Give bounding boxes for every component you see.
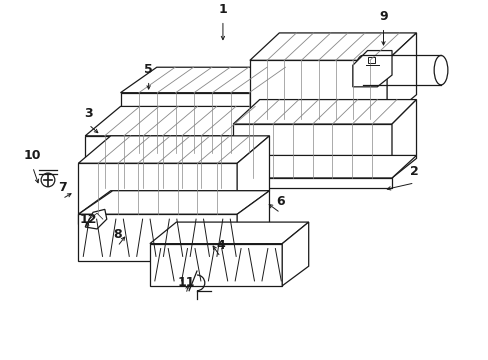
- Polygon shape: [267, 67, 303, 153]
- Polygon shape: [120, 67, 303, 93]
- Polygon shape: [240, 107, 274, 188]
- Polygon shape: [391, 100, 416, 178]
- Polygon shape: [386, 33, 416, 119]
- Polygon shape: [249, 33, 416, 60]
- Text: 8: 8: [113, 229, 122, 242]
- Text: 9: 9: [378, 10, 387, 23]
- Polygon shape: [233, 124, 391, 178]
- Text: 10: 10: [24, 149, 41, 162]
- Polygon shape: [78, 191, 269, 214]
- Polygon shape: [233, 156, 416, 178]
- Polygon shape: [237, 191, 269, 261]
- Polygon shape: [85, 107, 274, 136]
- Polygon shape: [150, 244, 282, 286]
- Text: 11: 11: [177, 276, 194, 289]
- Text: 7: 7: [58, 181, 66, 194]
- Polygon shape: [120, 93, 267, 153]
- Text: 2: 2: [409, 165, 418, 178]
- Polygon shape: [78, 191, 269, 214]
- Bar: [367, 58, 375, 63]
- Polygon shape: [282, 222, 308, 286]
- Polygon shape: [78, 136, 269, 163]
- Polygon shape: [237, 136, 269, 214]
- Text: 6: 6: [276, 195, 284, 208]
- Text: 1: 1: [218, 3, 227, 16]
- Polygon shape: [78, 214, 237, 261]
- Polygon shape: [352, 50, 391, 87]
- Polygon shape: [150, 222, 308, 244]
- Text: 3: 3: [84, 107, 93, 120]
- Text: 4: 4: [216, 239, 224, 252]
- Polygon shape: [249, 60, 386, 119]
- Polygon shape: [78, 214, 237, 224]
- Polygon shape: [233, 100, 416, 124]
- Text: 5: 5: [144, 63, 153, 76]
- Polygon shape: [233, 178, 391, 188]
- Polygon shape: [85, 136, 240, 188]
- Text: 12: 12: [80, 213, 97, 226]
- Polygon shape: [78, 163, 237, 214]
- Polygon shape: [85, 210, 106, 229]
